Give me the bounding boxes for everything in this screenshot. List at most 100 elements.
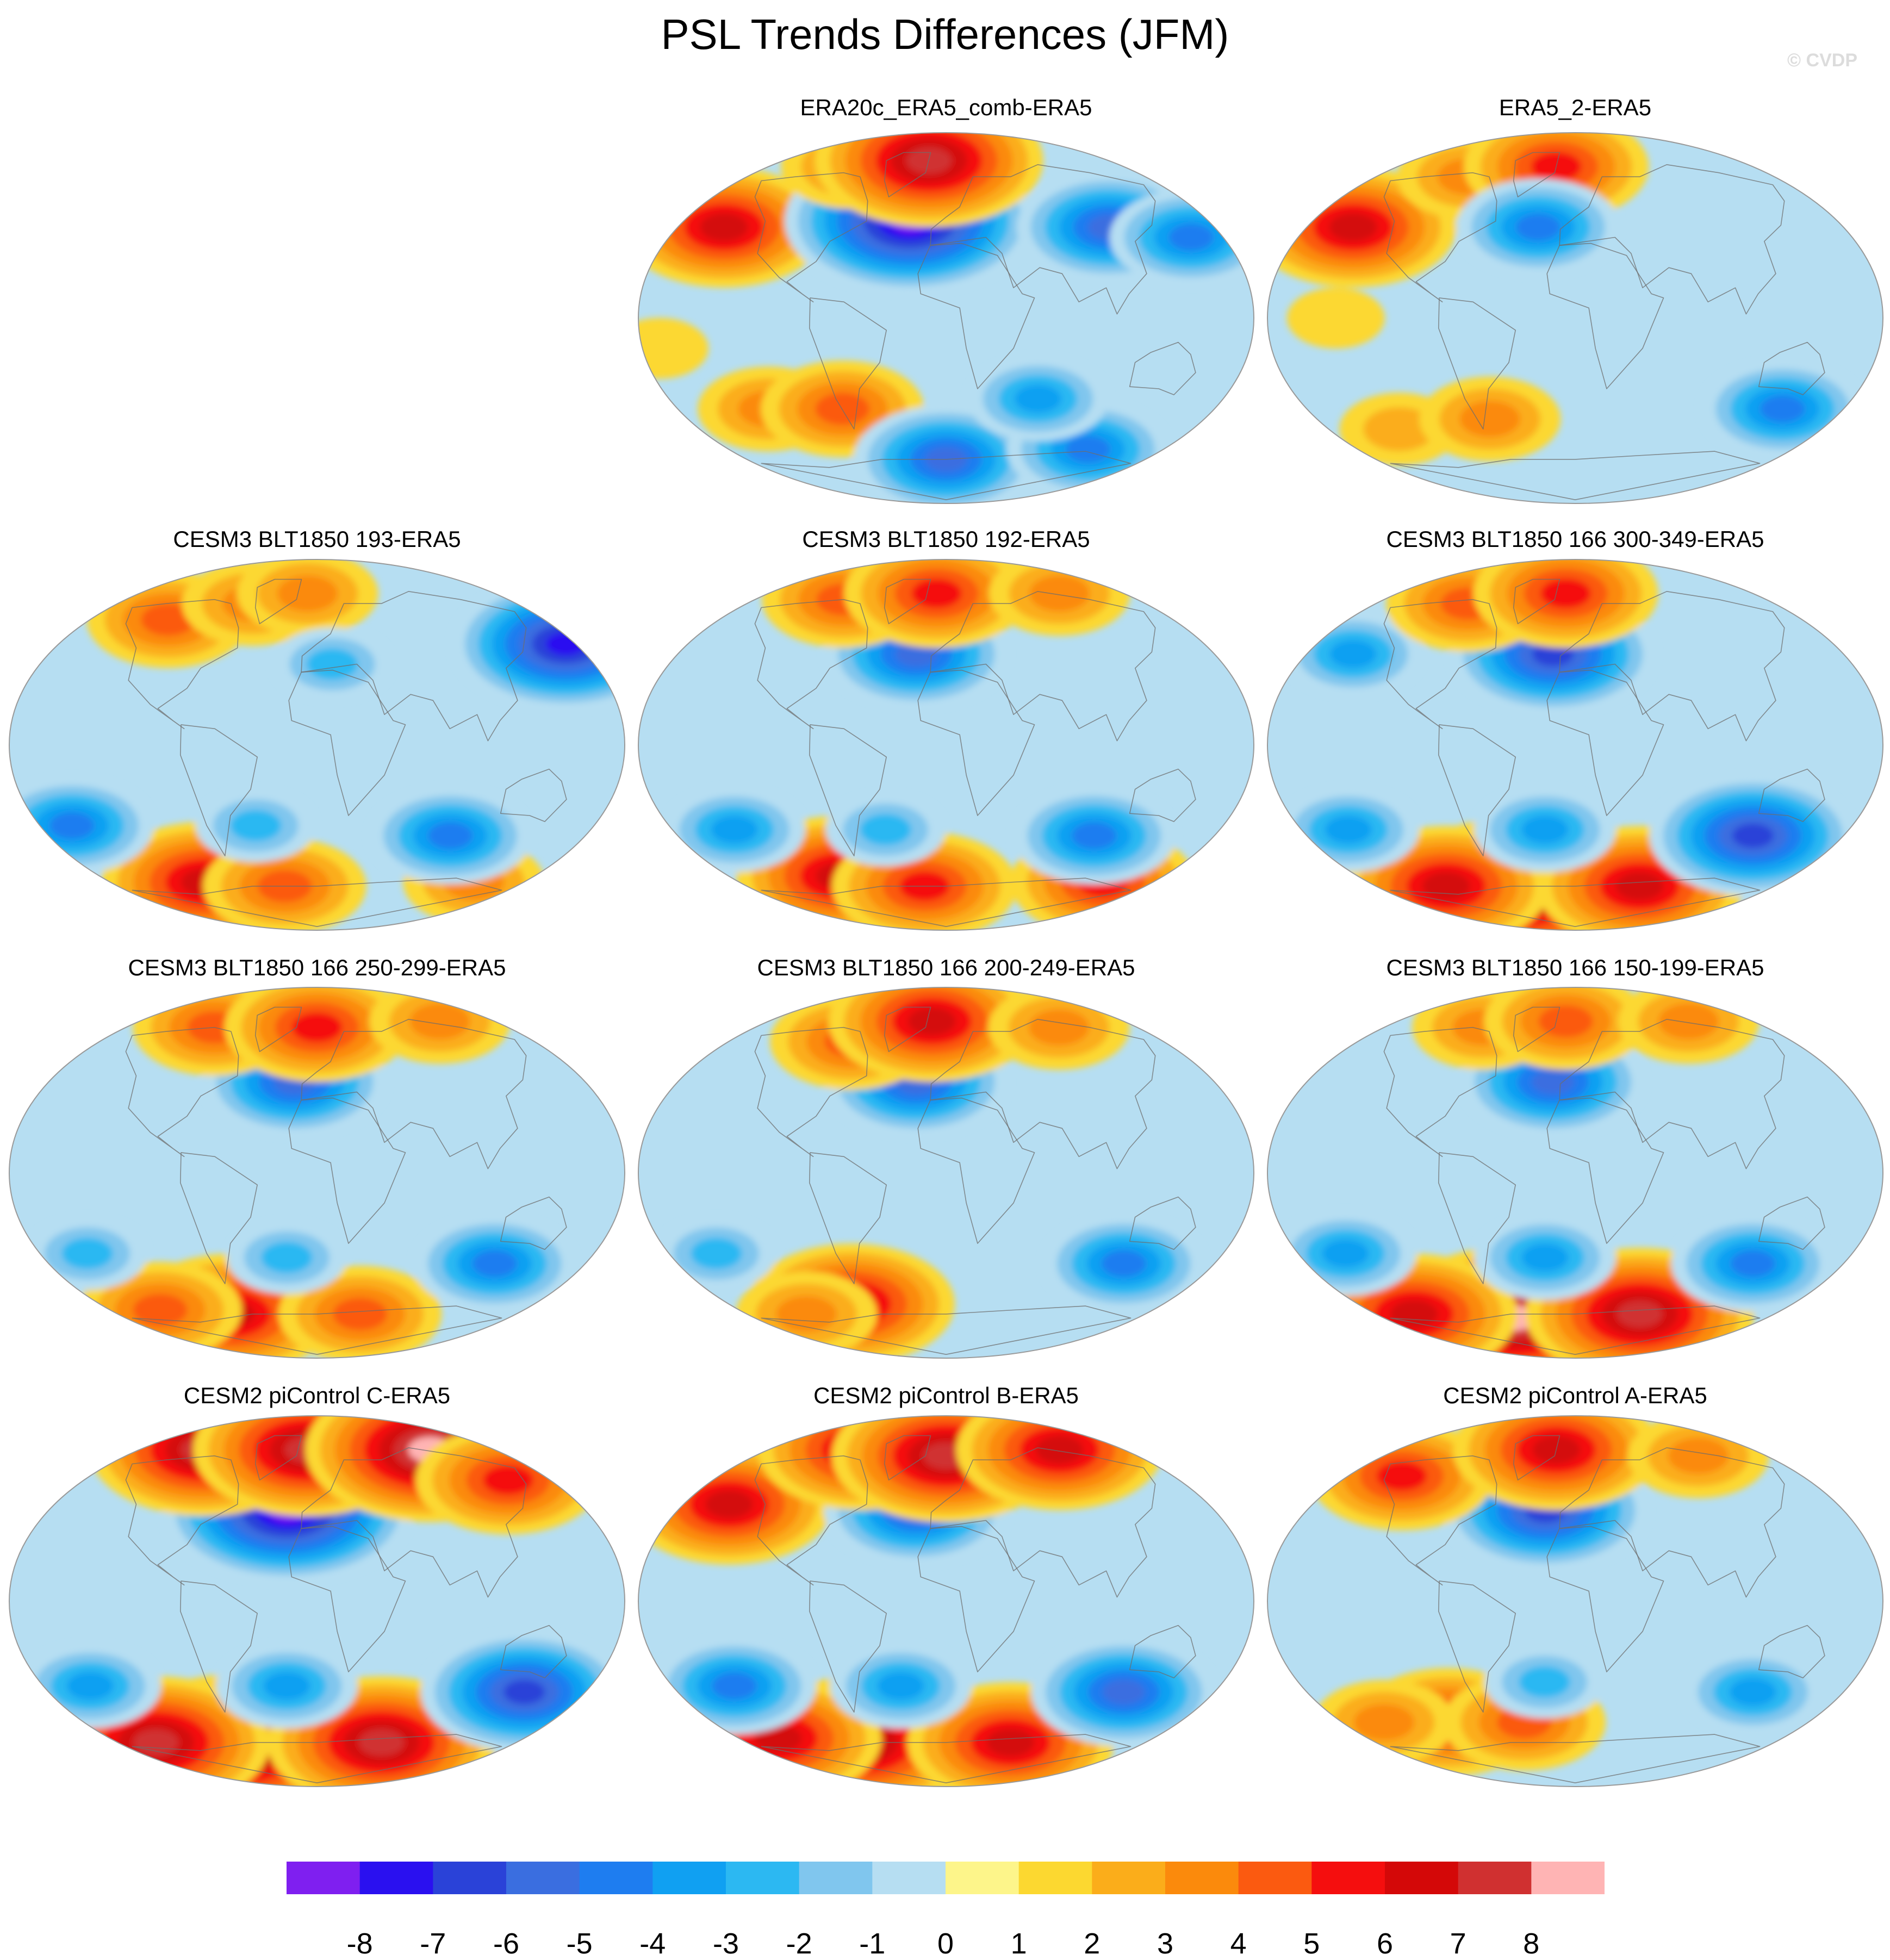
map-panel xyxy=(638,132,1254,504)
contour-blob xyxy=(1014,384,1062,413)
contour-blob xyxy=(700,213,748,241)
coastline xyxy=(1383,1455,1497,1586)
colorbar-bin xyxy=(726,1862,800,1894)
map-panel xyxy=(1267,559,1883,931)
coastline xyxy=(754,172,868,303)
map-outline xyxy=(1267,559,1883,931)
coastline xyxy=(761,451,1131,501)
coastline xyxy=(809,297,887,430)
coastline xyxy=(1559,1447,1785,1598)
panel-title: CESM3 BLT1850 166 300-349-ERA5 xyxy=(1386,526,1764,552)
coastline xyxy=(1758,768,1825,822)
colorbar-bin xyxy=(946,1862,1019,1894)
contour-blob xyxy=(691,1237,742,1270)
contour-blob xyxy=(503,1679,545,1704)
contour-blob xyxy=(291,1012,343,1042)
map-outline xyxy=(638,987,1254,1359)
colorbar-bin xyxy=(1092,1862,1166,1894)
contour-blob xyxy=(261,1242,313,1273)
contour-blob xyxy=(1066,436,1110,463)
coastline xyxy=(930,1447,1156,1598)
map-panel xyxy=(638,559,1254,931)
coastline xyxy=(125,1026,239,1158)
coastline xyxy=(1546,669,1664,816)
contour-blob xyxy=(1532,642,1574,667)
coastline xyxy=(1559,164,1785,315)
contour-blob xyxy=(263,1671,310,1700)
coastline xyxy=(1383,1026,1497,1158)
coastline xyxy=(884,152,931,197)
contour-blob xyxy=(1521,815,1569,844)
contour-blob xyxy=(1329,639,1377,668)
contour-blob xyxy=(712,1672,757,1700)
contour-blob xyxy=(141,603,196,636)
coastline xyxy=(1129,1625,1196,1678)
coastline xyxy=(1546,1097,1664,1244)
colorbar-bin xyxy=(1165,1862,1239,1894)
coastline xyxy=(809,1581,887,1713)
coastline xyxy=(809,1152,887,1285)
coastline xyxy=(1129,341,1196,395)
contour-blob xyxy=(1730,1250,1775,1277)
map-field xyxy=(9,559,625,930)
map-outline xyxy=(1267,1415,1883,1787)
coastline xyxy=(1758,1625,1825,1678)
coastline xyxy=(1438,724,1516,857)
colorbar-bin xyxy=(652,1862,726,1894)
coastline xyxy=(1383,599,1497,730)
colorbar-tick-label: 4 xyxy=(1230,1927,1247,1960)
map-outline xyxy=(638,559,1254,931)
contour-blob xyxy=(133,1293,188,1327)
colorbar-tick-label: 1 xyxy=(1010,1927,1027,1960)
coastline xyxy=(884,578,931,624)
colorbar-tick-label: -3 xyxy=(712,1927,739,1960)
contour-blob xyxy=(1516,214,1561,241)
coastline xyxy=(301,590,527,742)
coastline xyxy=(1513,152,1561,197)
contour-blob xyxy=(1376,1461,1427,1491)
coastline xyxy=(132,1734,502,1784)
contour-blob xyxy=(428,822,473,849)
coastline xyxy=(917,669,1035,816)
coastline xyxy=(288,669,406,816)
coastline xyxy=(1129,768,1196,822)
coastline xyxy=(1438,1152,1516,1285)
map-outline xyxy=(638,132,1254,504)
contour-blob xyxy=(1035,1435,1084,1464)
coastline xyxy=(1438,1581,1516,1713)
contour-blob xyxy=(1531,1069,1575,1095)
coastline xyxy=(179,724,258,857)
colorbar-bin xyxy=(287,1862,360,1894)
map-panel xyxy=(1267,132,1883,504)
coastline xyxy=(1513,1006,1561,1052)
panel-title: CESM2 piControl C-ERA5 xyxy=(183,1383,451,1408)
coastline xyxy=(930,590,1156,742)
colorbar-bin xyxy=(359,1862,433,1894)
coastline xyxy=(754,1455,868,1586)
coastline xyxy=(917,242,1035,389)
contour-blob xyxy=(815,393,870,425)
colorbar-tick-label: -5 xyxy=(566,1927,593,1960)
coastline xyxy=(1390,1305,1761,1355)
colorbar-tick-label: 8 xyxy=(1523,1927,1540,1960)
contour-blob xyxy=(711,815,758,844)
colorbar-tick-label: -1 xyxy=(859,1927,886,1960)
contour-blob xyxy=(1729,1678,1777,1707)
coastline xyxy=(1390,878,1761,928)
coastline xyxy=(930,1018,1156,1169)
contour-blob xyxy=(754,1724,802,1753)
credit-text: © CVDP xyxy=(1787,50,1857,71)
coastline xyxy=(917,1526,1035,1672)
colorbar-tick-label: 0 xyxy=(937,1927,954,1960)
panel-title: ERA5_2-ERA5 xyxy=(1499,95,1652,120)
map-outline xyxy=(9,987,625,1359)
coastline xyxy=(301,1018,527,1169)
contour-blob xyxy=(908,1007,956,1036)
coastline xyxy=(761,878,1131,928)
contour-blob xyxy=(877,1671,924,1700)
contour-blob xyxy=(895,641,938,667)
coastline xyxy=(884,1006,931,1052)
map-panel xyxy=(1267,987,1883,1359)
panel-title: CESM3 BLT1850 193-ERA5 xyxy=(173,526,461,552)
contour-blob xyxy=(61,1237,113,1270)
